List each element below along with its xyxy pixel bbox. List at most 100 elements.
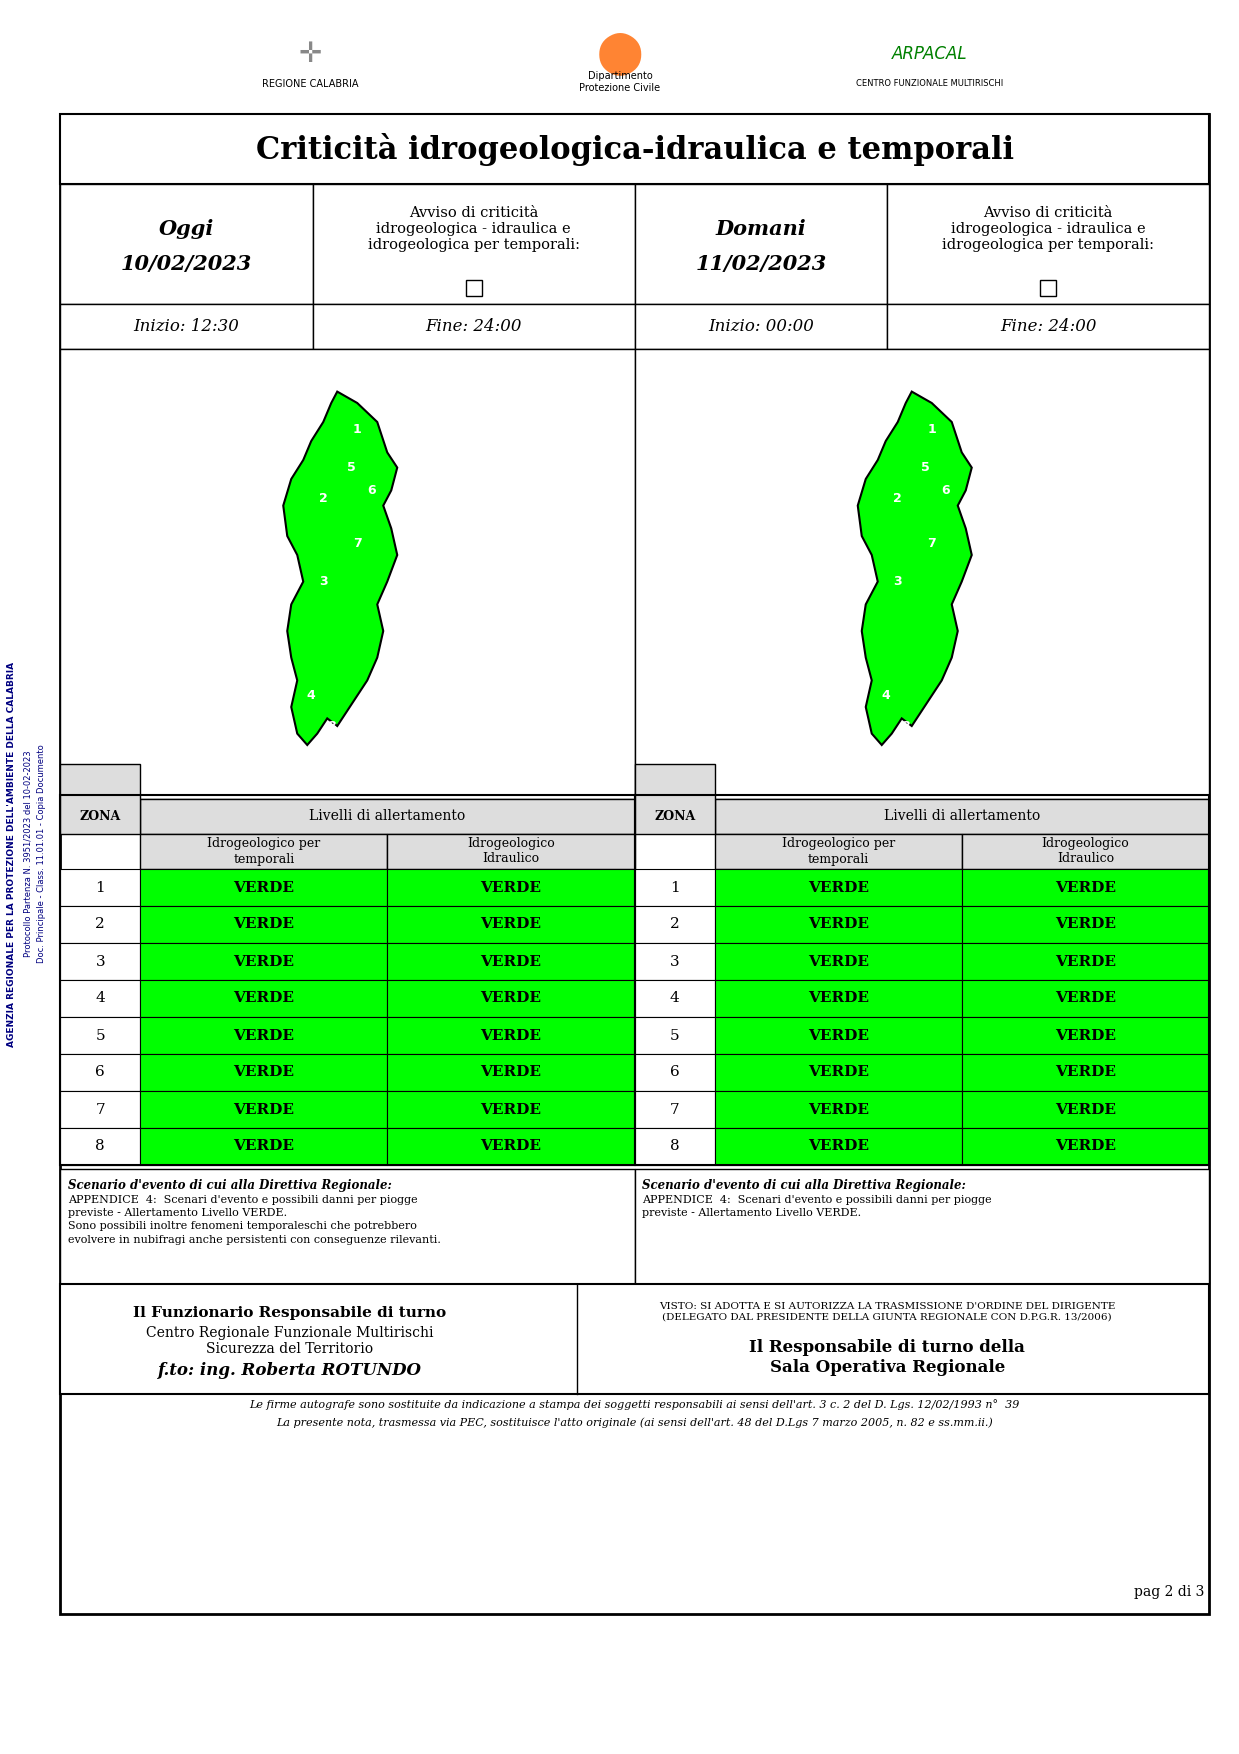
Text: APPENDICE  4:  Scenari d'evento e possibili danni per piogge
previste - Allertam: APPENDICE 4: Scenari d'evento e possibil…: [643, 1194, 992, 1219]
Bar: [388, 1091, 634, 1128]
Bar: [59, 868, 140, 907]
Text: 7: 7: [927, 537, 937, 551]
Text: 5: 5: [347, 461, 356, 474]
Bar: [59, 907, 140, 944]
Text: pag 2 di 3: pag 2 di 3: [1134, 1586, 1204, 1600]
Text: Avviso di criticità
idrogeologica - idraulica e
idrogeologica per temporali:: Avviso di criticità idrogeologica - idra…: [942, 205, 1155, 253]
Bar: [312, 184, 634, 303]
Text: VERDE: VERDE: [233, 1103, 295, 1117]
Bar: [961, 980, 1209, 1017]
Bar: [59, 765, 140, 833]
Text: Scenario d'evento di cui alla Direttiva Regionale:: Scenario d'evento di cui alla Direttiva …: [68, 1179, 392, 1193]
Text: Il Funzionario Responsabile di turno: Il Funzionario Responsabile di turno: [134, 1307, 446, 1321]
Text: Inizio: 12:30: Inizio: 12:30: [134, 317, 239, 335]
Text: 4: 4: [95, 991, 105, 1005]
Bar: [59, 795, 634, 1165]
Bar: [59, 303, 312, 349]
Bar: [59, 114, 1209, 184]
Text: VERDE: VERDE: [1054, 1028, 1116, 1042]
Bar: [634, 1054, 715, 1091]
Text: 6: 6: [670, 1065, 679, 1079]
Text: Oggi: Oggi: [159, 219, 214, 239]
Bar: [634, 868, 715, 907]
Text: Domani: Domani: [716, 219, 807, 239]
Text: 4: 4: [307, 689, 316, 702]
Text: 4: 4: [881, 689, 890, 702]
Bar: [388, 868, 634, 907]
Text: VERDE: VERDE: [481, 1140, 541, 1154]
Text: Idrogeologico
Idraulico: Idrogeologico Idraulico: [467, 837, 555, 865]
Text: Dipartimento
Protezione Civile: Dipartimento Protezione Civile: [580, 72, 660, 93]
Bar: [388, 907, 634, 944]
Text: 7: 7: [670, 1103, 679, 1117]
Bar: [634, 907, 715, 944]
Bar: [634, 765, 715, 833]
Bar: [634, 944, 715, 980]
Bar: [59, 184, 312, 303]
Text: ✛: ✛: [299, 40, 322, 68]
Bar: [59, 114, 1209, 1614]
Bar: [388, 980, 634, 1017]
Bar: [715, 980, 961, 1017]
Text: VERDE: VERDE: [481, 1028, 541, 1042]
Bar: [634, 1128, 715, 1165]
Text: VERDE: VERDE: [481, 991, 541, 1005]
Text: VERDE: VERDE: [808, 881, 869, 895]
Bar: [388, 944, 634, 980]
Text: VERDE: VERDE: [1054, 1103, 1116, 1117]
Text: 3: 3: [95, 954, 105, 968]
Text: VERDE: VERDE: [1054, 954, 1116, 968]
Text: Il Responsabile di turno della
Sala Operativa Regionale: Il Responsabile di turno della Sala Oper…: [750, 1338, 1025, 1375]
Text: AGENZIA REGIONALE PER LA PROTEZIONE DELL'AMBIENTE DELLA CALABRIA: AGENZIA REGIONALE PER LA PROTEZIONE DELL…: [7, 661, 16, 1047]
Bar: [59, 1091, 140, 1128]
Text: Idrogeologico per
temporali: Idrogeologico per temporali: [782, 837, 895, 865]
Bar: [715, 944, 961, 980]
Text: 7: 7: [353, 537, 362, 551]
Text: Doc. Principale - Class. 11.01.01 - Copia Documento: Doc. Principale - Class. 11.01.01 - Copi…: [37, 745, 47, 963]
Text: 6: 6: [942, 484, 950, 496]
Bar: [1040, 281, 1056, 296]
Bar: [715, 1128, 961, 1165]
Text: 3: 3: [893, 575, 902, 588]
Bar: [140, 907, 388, 944]
Text: VERDE: VERDE: [808, 1103, 869, 1117]
Text: Livelli di allertamento: Livelli di allertamento: [883, 810, 1040, 823]
Text: ARPACAL: ARPACAL: [892, 46, 968, 63]
Bar: [634, 980, 715, 1017]
Text: 1: 1: [353, 423, 362, 437]
Bar: [715, 1091, 961, 1128]
Text: VERDE: VERDE: [233, 917, 295, 931]
Text: 5: 5: [922, 461, 930, 474]
Text: 7: 7: [95, 1103, 105, 1117]
Bar: [715, 907, 961, 944]
Text: VERDE: VERDE: [808, 1065, 869, 1079]
Bar: [961, 1054, 1209, 1091]
Text: 11/02/2023: 11/02/2023: [695, 254, 826, 274]
Text: VERDE: VERDE: [481, 1103, 541, 1117]
Bar: [634, 303, 887, 349]
Bar: [388, 1054, 634, 1091]
Text: ⬤: ⬤: [597, 33, 643, 75]
Bar: [59, 1054, 140, 1091]
Bar: [388, 1128, 634, 1165]
Bar: [140, 1017, 388, 1054]
Text: 2: 2: [893, 491, 902, 505]
Text: f.to: ing. Roberta ROTUNDO: f.to: ing. Roberta ROTUNDO: [157, 1363, 421, 1379]
Bar: [634, 1168, 1209, 1284]
Bar: [388, 833, 634, 868]
Text: Fine: 24:00: Fine: 24:00: [1000, 317, 1097, 335]
Text: VERDE: VERDE: [808, 1140, 869, 1154]
Bar: [634, 349, 1209, 800]
Text: VERDE: VERDE: [1054, 917, 1116, 931]
Text: 1: 1: [95, 881, 105, 895]
Bar: [634, 795, 1209, 1165]
Text: Centro Regionale Funzionale Multirischi
Sicurezza del Territorio: Centro Regionale Funzionale Multirischi …: [146, 1326, 434, 1356]
Bar: [715, 868, 961, 907]
Bar: [59, 980, 140, 1017]
Bar: [140, 1054, 388, 1091]
Text: VERDE: VERDE: [233, 991, 295, 1005]
Bar: [140, 980, 388, 1017]
Bar: [715, 1017, 961, 1054]
Bar: [140, 800, 634, 833]
Text: 8: 8: [670, 1140, 679, 1154]
